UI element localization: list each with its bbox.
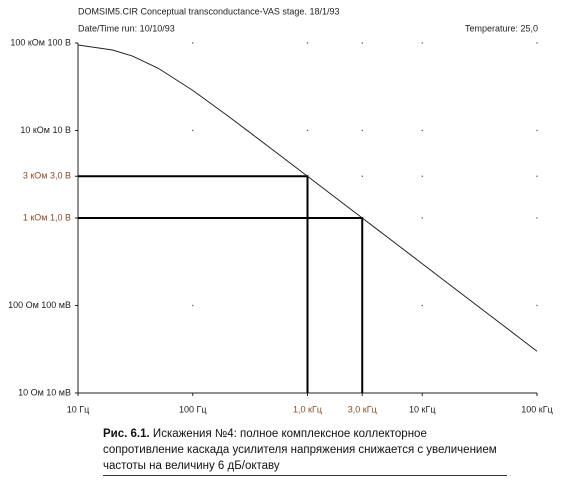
x-tick-label: 10 Гц: [67, 404, 90, 414]
grid-dot: [421, 304, 423, 307]
grid-dot: [536, 175, 538, 177]
grid-dot: [192, 304, 194, 307]
grid-dot: [306, 42, 309, 44]
grid-dot: [536, 42, 538, 44]
x-tick-label: 100 Гц: [179, 404, 207, 414]
x-tick-label: 10 кГц: [409, 404, 435, 414]
x-tick-label: 3,0 кГц: [348, 404, 377, 414]
grid-dot: [421, 175, 423, 177]
y-tick-label: 10 Ом 10 мВ: [18, 387, 71, 397]
grid-dot: [421, 42, 423, 44]
grid-dot: [192, 42, 194, 44]
marker-line: [78, 175, 309, 393]
grid-dot: [536, 129, 538, 132]
caption-text: Искажения №4: полное комплексное коллект…: [103, 428, 497, 472]
temperature: Temperature: 25,0: [465, 23, 538, 33]
caption: Рис. 6.1. Искажения №4: полное комплексн…: [103, 426, 507, 476]
grid-dot: [421, 129, 423, 132]
caption-label: Рис. 6.1.: [103, 428, 150, 440]
y-tick-label: 3 кОм 3,0 В: [23, 171, 71, 181]
x-tick-label: 1,0 кГц: [293, 404, 322, 414]
y-tick-label: 100 кОм 100 В: [10, 37, 71, 47]
line-series: [77, 44, 538, 352]
x-tick-label: 100 кГц: [521, 404, 552, 414]
date-line: Date/Time run: 10/10/93: [78, 23, 175, 33]
y-tick-label: 1 кОм 1,0 В: [23, 212, 71, 222]
grid-dot: [421, 217, 423, 219]
marker-line: [78, 217, 364, 393]
y-tick-label: 100 Ом 100 мВ: [8, 300, 71, 310]
grid-dot: [536, 217, 538, 219]
header: DOMSIM5.CIR Conceptual transconductance-…: [78, 6, 339, 16]
y-tick-label: 10 кОм 10 В: [20, 125, 71, 135]
grid-dot: [361, 129, 363, 132]
grid-dot: [361, 42, 363, 44]
grid-dot: [306, 129, 309, 132]
grid-dot: [361, 175, 363, 177]
grid-dot: [536, 304, 538, 307]
chart: DOMSIM5.CIR Conceptual transconductance-…: [8, 6, 553, 414]
grid-dot: [192, 129, 194, 132]
